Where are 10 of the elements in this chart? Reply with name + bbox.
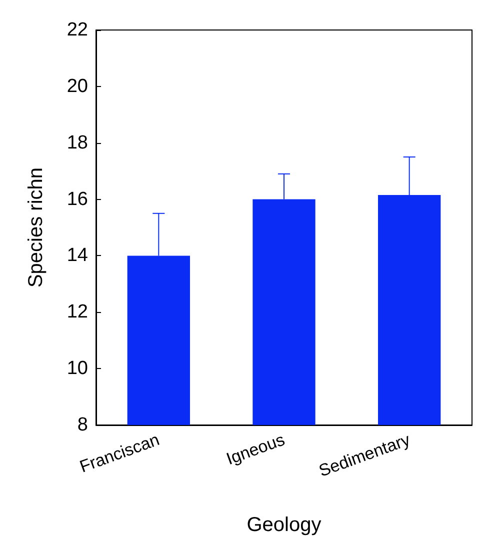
y-tick-label: 10 [66, 358, 88, 380]
y-tick-label: 14 [66, 245, 88, 266]
y-tick-label: 12 [66, 302, 88, 323]
y-tick-label: 8 [77, 414, 88, 436]
y-axis-title: Species richn [25, 167, 47, 288]
y-tick-label: 20 [66, 76, 88, 97]
y-tick-label: 18 [66, 132, 88, 154]
x-axis-title: Geology [246, 514, 322, 536]
y-tick-label: 16 [66, 188, 88, 210]
y-tick-label: 22 [66, 20, 88, 40]
